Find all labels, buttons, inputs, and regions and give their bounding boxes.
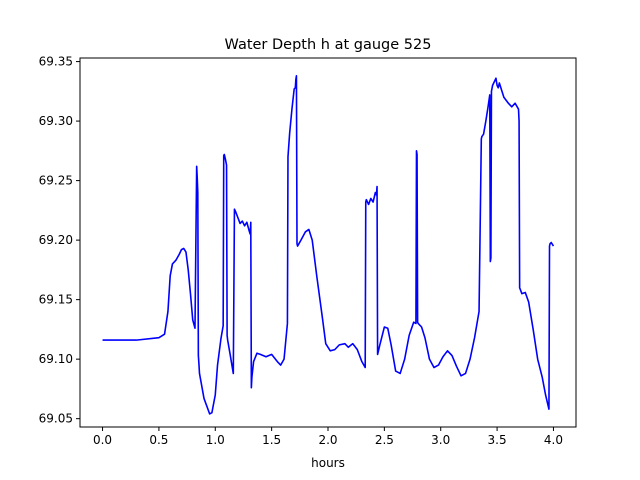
x-tick-label: 4.0 bbox=[544, 433, 563, 447]
x-tick-label: 2.0 bbox=[318, 433, 337, 447]
y-tick-label: 69.20 bbox=[39, 233, 73, 247]
y-tick-label: 69.15 bbox=[39, 293, 73, 307]
y-tick-label: 69.10 bbox=[39, 352, 73, 366]
series-line-0 bbox=[102, 75, 555, 415]
plot-frame bbox=[79, 57, 577, 428]
x-tick-label: 1.0 bbox=[206, 433, 225, 447]
x-tick-label: 2.5 bbox=[375, 433, 394, 447]
series-layer bbox=[102, 75, 555, 415]
y-tick-label: 69.05 bbox=[39, 412, 73, 426]
y-tick-label: 69.35 bbox=[39, 55, 73, 69]
x-tick-label: 3.0 bbox=[431, 433, 450, 447]
y-axis: 69.05 69.10 69.15 69.20 69.25 69.30 69.35 bbox=[39, 55, 80, 426]
x-tick-label: 1.5 bbox=[262, 433, 281, 447]
x-tick-label: 0.0 bbox=[93, 433, 112, 447]
y-tick-label: 69.30 bbox=[39, 114, 73, 128]
x-tick-label: 3.5 bbox=[488, 433, 507, 447]
x-tick-label: 0.5 bbox=[149, 433, 168, 447]
x-axis: 0.0 0.5 1.0 1.5 2.0 2.5 3.0 3.5 4.0 bbox=[93, 427, 563, 447]
x-axis-label: hours bbox=[311, 456, 345, 470]
chart-title: Water Depth h at gauge 525 bbox=[225, 37, 432, 53]
y-tick-label: 69.25 bbox=[39, 174, 73, 188]
